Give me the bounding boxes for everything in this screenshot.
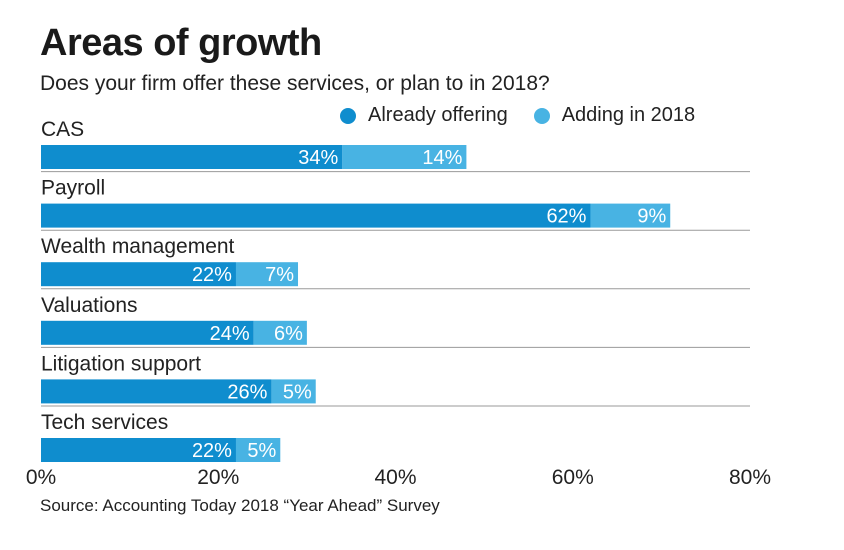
- category-label-wealth-management: Wealth management: [41, 235, 235, 258]
- legend-label-already-offering: Already offering: [368, 104, 508, 126]
- data-label-cas-series-0: 34%: [298, 147, 338, 169]
- x-tick-label: 0%: [26, 466, 56, 489]
- bar-cas-series-1: [342, 145, 467, 169]
- legend-swatch-adding-2018: [533, 107, 550, 124]
- data-label-wealth-management-series-1: 7%: [265, 264, 294, 286]
- category-label-payroll: Payroll: [41, 177, 105, 200]
- x-tick-label: 20%: [197, 466, 239, 489]
- category-label-valuations: Valuations: [41, 294, 138, 317]
- chart-subtitle: Does your firm offer these services, or …: [40, 72, 550, 95]
- chart-title: Areas of growth: [40, 22, 322, 64]
- legend-item-adding-2018: Adding in 2018: [533, 104, 696, 127]
- data-label-payroll-series-1: 9%: [637, 206, 666, 228]
- x-tick-label: 80%: [729, 466, 771, 489]
- bar-valuations-series-1: [253, 320, 307, 345]
- bar-litigation-support-series-0: [41, 379, 272, 404]
- x-tick-label: 40%: [374, 466, 416, 489]
- category-label-tech-services: Tech services: [41, 411, 168, 434]
- data-label-valuations-series-1: 6%: [274, 323, 303, 345]
- legend-item-already-offering: Already offering: [340, 104, 508, 127]
- data-label-litigation-support-series-0: 26%: [227, 381, 267, 403]
- bar-tech-services-series-0: [41, 438, 236, 462]
- bar-litigation-support-series-1: [271, 379, 316, 404]
- legend-swatch-already-offering: [340, 107, 356, 124]
- bar-wealth-management-series-0: [41, 262, 236, 287]
- data-label-wealth-management-series-0: 22%: [192, 264, 232, 286]
- source-note: Source: Accounting Today 2018 “Year Ahea…: [40, 496, 440, 515]
- category-label-litigation-support: Litigation support: [41, 352, 201, 375]
- data-label-litigation-support-series-1: 5%: [283, 381, 312, 403]
- bar-valuations-series-0: [41, 320, 254, 345]
- legend: Already offering Adding in 2018: [340, 104, 721, 127]
- data-label-tech-services-series-0: 22%: [192, 440, 232, 462]
- data-label-cas-series-1: 14%: [422, 147, 462, 169]
- data-label-valuations-series-0: 24%: [210, 323, 250, 345]
- data-label-tech-services-series-1: 5%: [247, 440, 276, 462]
- legend-label-adding-2018: Adding in 2018: [561, 104, 696, 126]
- bar-tech-services-series-1: [235, 438, 281, 462]
- data-label-payroll-series-0: 62%: [546, 206, 586, 228]
- bar-wealth-management-series-1: [235, 262, 299, 287]
- bar-cas-series-0: [41, 145, 343, 169]
- category-label-cas: CAS: [41, 118, 84, 141]
- x-tick-label: 60%: [552, 466, 594, 489]
- bar-payroll-series-0: [41, 203, 591, 228]
- bar-payroll-series-1: [590, 203, 671, 228]
